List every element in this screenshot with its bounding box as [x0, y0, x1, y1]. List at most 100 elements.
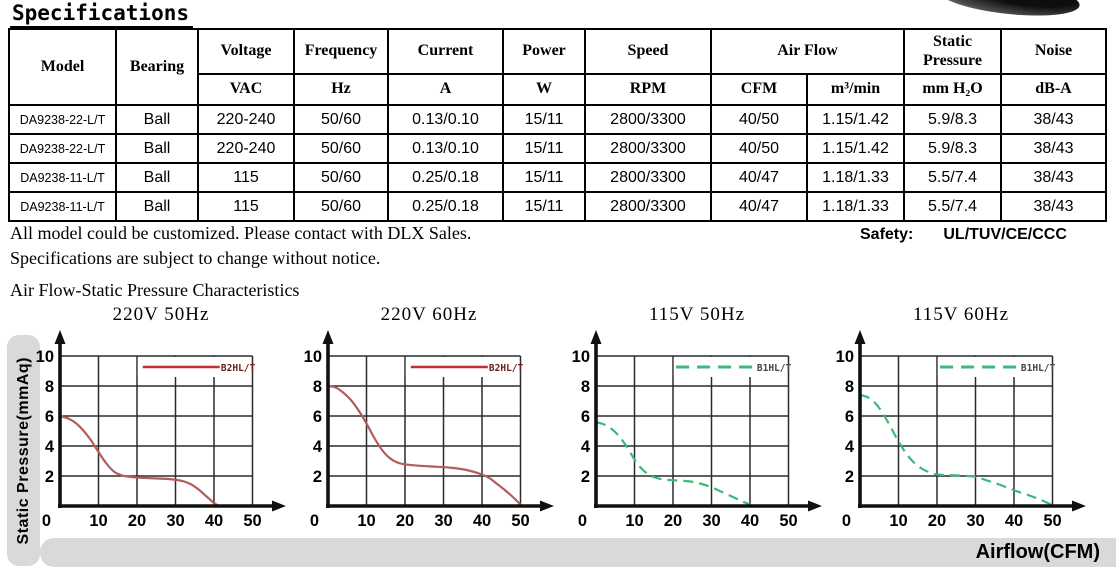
svg-text:4: 4 — [845, 438, 855, 456]
svg-text:20: 20 — [928, 512, 946, 530]
value-cell: 40/50 — [710, 133, 808, 164]
unit-w: W — [502, 73, 586, 106]
svg-text:30: 30 — [434, 512, 452, 530]
chart-title: 115V 60Hz — [912, 304, 1010, 325]
table-body: DA9238-22-L/T Ball 220-240 50/60 0.13/0.10 15… — [8, 104, 1107, 222]
chart-115v-60hz: 115V 60Hz B1HL/T 2 4 6 8 10 0 10 20 30 40 50 — [828, 304, 1094, 537]
svg-text:8: 8 — [581, 378, 590, 396]
svg-text:8: 8 — [845, 378, 854, 396]
svg-text:2: 2 — [581, 468, 590, 486]
note-subject-to-change: Specifications are subject to change wit… — [10, 248, 381, 268]
value-cell: Ball — [115, 104, 199, 135]
value-cell: 15/11 — [502, 162, 586, 193]
unit-cfm: CFM — [710, 73, 808, 106]
chart-220v-60hz: 220V 60Hz B2HL/T 2 4 6 8 10 0 10 20 30 40 50 — [296, 304, 562, 537]
value-cell: 115 — [197, 191, 295, 222]
value-cell: 1.15/1.42 — [806, 133, 905, 164]
airflow-pressure-plot: B1HL/T 2 4 6 8 10 0 10 20 30 40 50 — [572, 330, 822, 530]
svg-text:10: 10 — [572, 348, 590, 366]
svg-text:50: 50 — [243, 512, 261, 530]
table-header: Model Bearing Voltage Frequency Current … — [8, 28, 1107, 106]
safety-value: UL/TUV/CE/CCC — [943, 226, 1067, 243]
airflow-pressure-plot: B1HL/T 2 4 6 8 10 0 10 20 30 40 50 — [836, 330, 1086, 530]
x-axis-label: Airflow(CFM) — [975, 541, 1100, 563]
value-cell: 38/43 — [1000, 191, 1107, 222]
value-cell: 1.18/1.33 — [806, 162, 905, 193]
value-cell: Ball — [115, 133, 199, 164]
note-customized: All model could be customized. Please co… — [10, 223, 472, 243]
svg-text:0: 0 — [42, 512, 51, 530]
svg-text:0: 0 — [310, 512, 319, 530]
value-cell: 2800/3300 — [584, 191, 712, 222]
value-cell: 1.18/1.33 — [806, 191, 905, 222]
svg-text:2: 2 — [313, 468, 322, 486]
svg-text:40: 40 — [741, 512, 759, 530]
value-cell: 50/60 — [293, 104, 389, 135]
svg-text:10: 10 — [304, 348, 322, 366]
value-cell: 50/60 — [293, 191, 389, 222]
value-cell: 38/43 — [1000, 104, 1107, 135]
unit-a: A — [387, 73, 504, 106]
svg-text:0: 0 — [842, 512, 851, 530]
safety-certifications: Safety: UL/TUV/CE/CCC — [860, 226, 1067, 244]
svg-text:2: 2 — [45, 468, 54, 486]
col-header-bearing: Bearing — [115, 28, 199, 106]
col-header-airflow: Air Flow — [710, 28, 905, 75]
value-cell: 2800/3300 — [584, 104, 712, 135]
value-cell: 220-240 — [197, 133, 295, 164]
svg-text:10: 10 — [36, 348, 54, 366]
safety-label: Safety: — [860, 226, 914, 243]
section-heading-characteristics: Air Flow-Static Pressure Characteristics — [10, 280, 300, 300]
svg-text:6: 6 — [45, 408, 54, 426]
fan-photo-fragment — [936, 0, 1082, 22]
chart-title: 220V 60Hz — [380, 304, 478, 325]
svg-text:20: 20 — [396, 512, 414, 530]
table-row: DA9238-22-L/T Ball 220-240 50/60 0.13/0.10 15… — [8, 104, 1107, 135]
value-cell: 50/60 — [293, 162, 389, 193]
value-cell: 50/60 — [293, 133, 389, 164]
svg-text:20: 20 — [664, 512, 682, 530]
value-cell: 15/11 — [502, 133, 586, 164]
value-cell: 40/47 — [710, 162, 808, 193]
chart-115v-50hz: 115V 50Hz B1HL/T 2 4 6 8 10 0 10 20 30 40 50 — [564, 304, 830, 537]
svg-text:4: 4 — [45, 438, 55, 456]
svg-text:4: 4 — [581, 438, 591, 456]
value-cell: 0.25/0.18 — [387, 191, 504, 222]
table-row: DA9238-22-L/T Ball 220-240 50/60 0.13/0.10 15… — [8, 133, 1107, 164]
svg-text:40: 40 — [205, 512, 223, 530]
model-cell: DA9238-11-L/T — [8, 162, 117, 193]
col-header-power: Power — [502, 28, 586, 75]
svg-text:40: 40 — [1005, 512, 1023, 530]
value-cell: 15/11 — [502, 104, 586, 135]
model-cell: DA9238-22-L/T — [8, 104, 117, 135]
svg-text:2: 2 — [845, 468, 854, 486]
svg-text:50: 50 — [779, 512, 797, 530]
col-header-voltage: Voltage — [197, 28, 295, 75]
unit-vac: VAC — [197, 73, 295, 106]
value-cell: 40/47 — [710, 191, 808, 222]
page-title: Specifications — [10, 0, 194, 28]
model-cell: DA9238-22-L/T — [8, 133, 117, 164]
svg-text:20: 20 — [128, 512, 146, 530]
value-cell: 1.15/1.42 — [806, 104, 905, 135]
col-header-noise: Noise — [1000, 28, 1107, 75]
svg-text:10: 10 — [89, 512, 107, 530]
unit-m3min: m³/min — [806, 73, 905, 106]
table-row: DA9238-11-L/T Ball 115 50/60 0.25/0.18 15/11 2… — [8, 191, 1107, 222]
svg-text:6: 6 — [581, 408, 590, 426]
svg-text:50: 50 — [511, 512, 529, 530]
chart-title: 115V 50Hz — [648, 304, 746, 325]
value-cell: 38/43 — [1000, 162, 1107, 193]
svg-text:6: 6 — [845, 408, 854, 426]
svg-text:10: 10 — [357, 512, 375, 530]
col-header-current: Current — [387, 28, 504, 75]
value-cell: 0.13/0.10 — [387, 133, 504, 164]
col-header-speed: Speed — [584, 28, 712, 75]
unit-mmh2o: mm H₂O — [903, 73, 1002, 106]
value-cell: Ball — [115, 191, 199, 222]
col-header-static-pressure: Static Pressure — [903, 28, 1002, 75]
model-cell: DA9238-11-L/T — [8, 191, 117, 222]
svg-text:30: 30 — [966, 512, 984, 530]
value-cell: 2800/3300 — [584, 133, 712, 164]
airflow-pressure-plot: B2HL/T 2 4 6 8 10 0 10 20 30 40 50 — [36, 330, 286, 530]
